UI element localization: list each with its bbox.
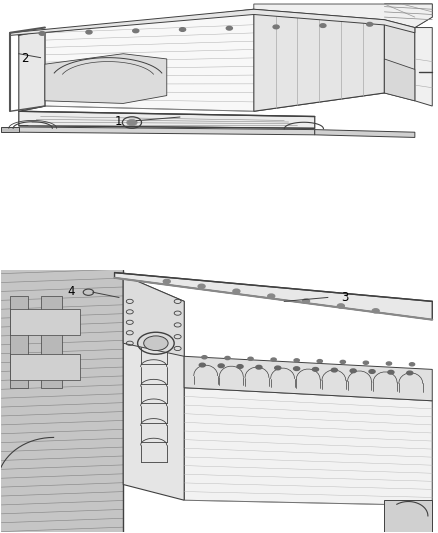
- Circle shape: [293, 367, 300, 370]
- Polygon shape: [10, 9, 415, 35]
- Polygon shape: [385, 4, 432, 28]
- Circle shape: [312, 368, 318, 371]
- Polygon shape: [254, 4, 432, 28]
- Circle shape: [86, 30, 92, 34]
- Polygon shape: [184, 387, 432, 505]
- Circle shape: [331, 368, 337, 372]
- Circle shape: [163, 279, 170, 284]
- Polygon shape: [254, 9, 385, 111]
- Text: 4: 4: [67, 285, 75, 298]
- Polygon shape: [415, 28, 432, 106]
- Circle shape: [268, 294, 275, 298]
- Circle shape: [386, 362, 392, 365]
- Polygon shape: [1, 270, 123, 531]
- Circle shape: [199, 363, 205, 367]
- Circle shape: [202, 356, 207, 359]
- Polygon shape: [115, 272, 432, 320]
- Circle shape: [275, 366, 281, 370]
- Circle shape: [407, 371, 413, 375]
- Circle shape: [271, 358, 276, 361]
- Polygon shape: [45, 54, 167, 103]
- Polygon shape: [10, 354, 80, 380]
- Polygon shape: [184, 357, 432, 401]
- Circle shape: [218, 364, 224, 368]
- Circle shape: [388, 370, 394, 374]
- Circle shape: [372, 309, 379, 313]
- Circle shape: [237, 365, 243, 368]
- Circle shape: [350, 369, 356, 373]
- Text: 3: 3: [342, 290, 349, 304]
- Circle shape: [198, 284, 205, 288]
- Polygon shape: [19, 111, 315, 128]
- Polygon shape: [385, 20, 415, 101]
- Circle shape: [225, 357, 230, 360]
- Polygon shape: [1, 127, 19, 132]
- Circle shape: [337, 304, 344, 308]
- Polygon shape: [315, 130, 415, 138]
- Circle shape: [340, 360, 346, 364]
- Polygon shape: [123, 275, 184, 357]
- Circle shape: [144, 336, 168, 351]
- Polygon shape: [19, 30, 45, 111]
- Circle shape: [226, 26, 233, 30]
- Polygon shape: [41, 296, 62, 387]
- Polygon shape: [19, 127, 315, 135]
- Polygon shape: [45, 9, 385, 111]
- Text: 1: 1: [115, 115, 123, 128]
- Polygon shape: [10, 296, 28, 387]
- Polygon shape: [385, 59, 415, 101]
- Text: 2: 2: [21, 52, 29, 64]
- Circle shape: [367, 22, 373, 26]
- Circle shape: [127, 119, 137, 126]
- Circle shape: [410, 363, 415, 366]
- Polygon shape: [385, 500, 432, 531]
- Circle shape: [39, 31, 45, 35]
- Circle shape: [317, 360, 322, 363]
- Circle shape: [320, 24, 326, 27]
- Circle shape: [248, 357, 253, 360]
- Circle shape: [273, 25, 279, 29]
- Circle shape: [233, 289, 240, 293]
- Circle shape: [363, 361, 368, 364]
- Circle shape: [180, 28, 186, 31]
- Circle shape: [294, 359, 299, 362]
- Circle shape: [133, 29, 139, 33]
- Polygon shape: [10, 309, 80, 335]
- Circle shape: [369, 370, 375, 373]
- Polygon shape: [123, 275, 184, 500]
- Circle shape: [303, 299, 310, 303]
- Circle shape: [256, 366, 262, 369]
